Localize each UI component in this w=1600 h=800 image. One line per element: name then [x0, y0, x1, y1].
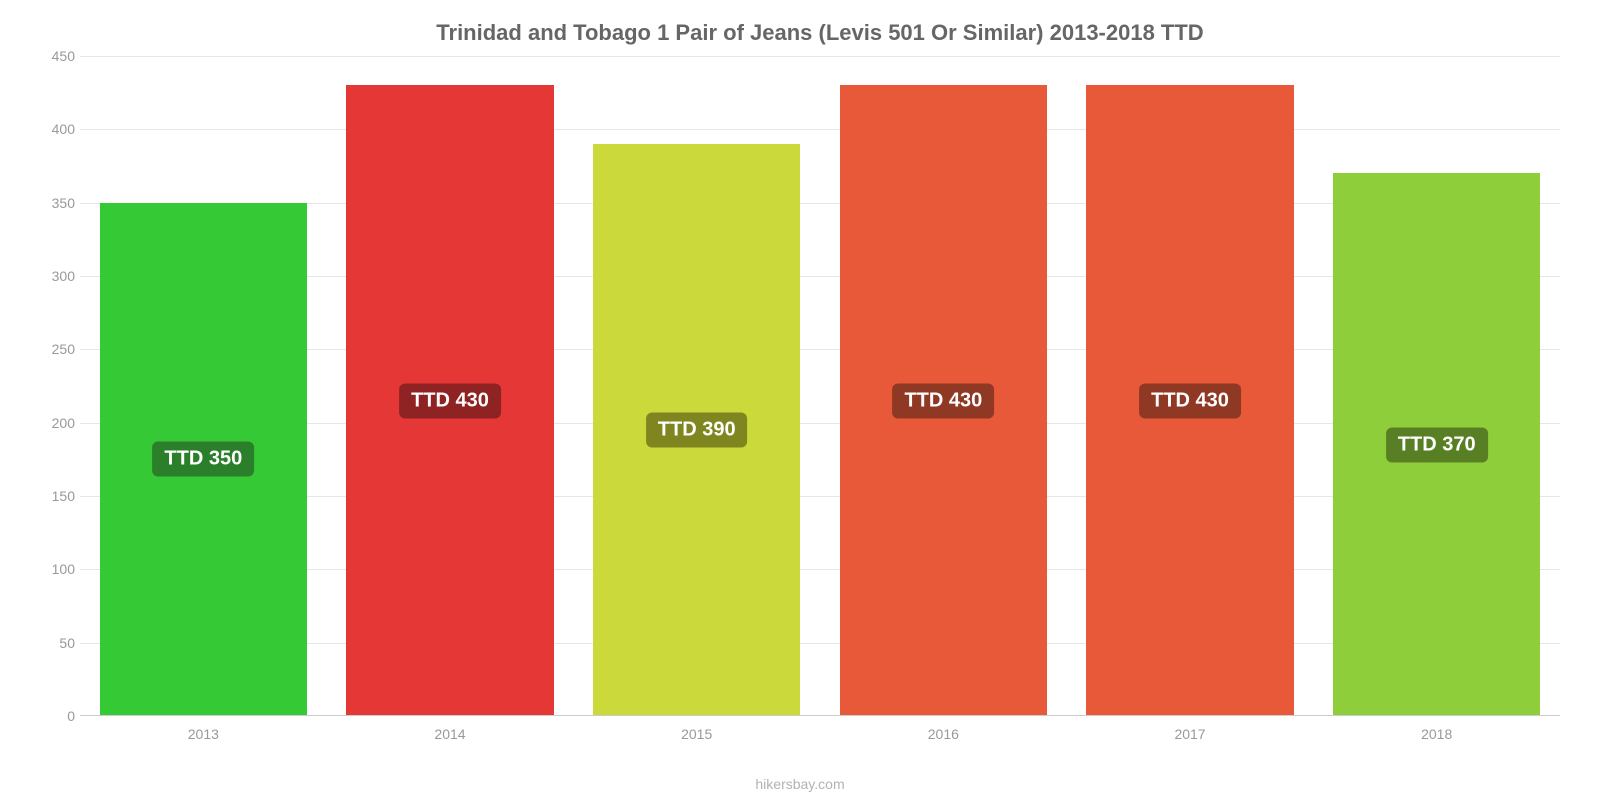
- y-tick: 250: [30, 341, 75, 357]
- attribution: hikersbay.com: [755, 776, 844, 792]
- bar-value-label: TTD 430: [399, 383, 501, 418]
- y-tick: 400: [30, 121, 75, 137]
- bar: TTD 430: [346, 85, 553, 716]
- x-tick: 2014: [434, 726, 465, 742]
- y-tick: 100: [30, 561, 75, 577]
- bar-slot: TTD 3502013: [80, 56, 327, 716]
- bars-row: TTD 3502013TTD 4302014TTD 3902015TTD 430…: [80, 56, 1560, 716]
- bar: TTD 430: [1086, 85, 1293, 716]
- bar: TTD 370: [1333, 173, 1540, 716]
- y-tick: 350: [30, 195, 75, 211]
- y-tick: 450: [30, 48, 75, 64]
- y-axis: 050100150200250300350400450: [30, 56, 75, 716]
- bar-value-label: TTD 390: [646, 413, 748, 448]
- bar-slot: TTD 4302014: [327, 56, 574, 716]
- x-tick: 2015: [681, 726, 712, 742]
- bar-value-label: TTD 370: [1386, 427, 1488, 462]
- x-tick: 2018: [1421, 726, 1452, 742]
- bar: TTD 390: [593, 144, 800, 716]
- bar-value-label: TTD 430: [1139, 383, 1241, 418]
- bar-slot: TTD 4302017: [1067, 56, 1314, 716]
- x-tick: 2017: [1174, 726, 1205, 742]
- x-tick: 2016: [928, 726, 959, 742]
- bar-slot: TTD 3702018: [1313, 56, 1560, 716]
- y-tick: 200: [30, 415, 75, 431]
- bar-slot: TTD 3902015: [573, 56, 820, 716]
- x-tick: 2013: [188, 726, 219, 742]
- bar-value-label: TTD 350: [152, 442, 254, 477]
- baseline: [80, 715, 1560, 716]
- y-tick: 300: [30, 268, 75, 284]
- y-tick: 150: [30, 488, 75, 504]
- bar-slot: TTD 4302016: [820, 56, 1067, 716]
- y-tick: 0: [30, 708, 75, 724]
- y-tick: 50: [30, 635, 75, 651]
- chart-title: Trinidad and Tobago 1 Pair of Jeans (Lev…: [80, 20, 1560, 46]
- bar-value-label: TTD 430: [892, 383, 994, 418]
- plot-area: 050100150200250300350400450 TTD 3502013T…: [80, 56, 1560, 716]
- bar-chart: Trinidad and Tobago 1 Pair of Jeans (Lev…: [0, 0, 1600, 800]
- bar: TTD 430: [840, 85, 1047, 716]
- bar: TTD 350: [100, 203, 307, 716]
